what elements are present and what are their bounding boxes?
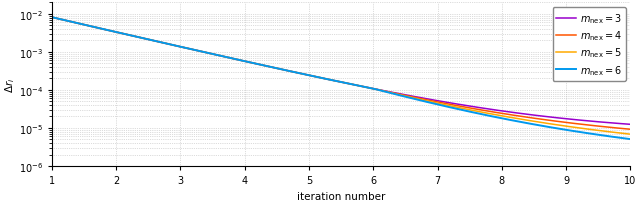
$m_{\mathrm{nex}} = 6$ [509,120,517,122]
$m_{\mathrm{nex}} = 6$ [303,74,310,77]
$m_{\mathrm{nex}} = 6$ [282,70,290,72]
$m_{\mathrm{nex}} = 6$ [445,106,453,109]
$m_{\mathrm{nex}} = 6$ [627,138,634,141]
$m_{\mathrm{nex}} = 4$ [107,30,115,33]
$m_{\mathrm{nex}} = 3$ [509,112,517,114]
$m_{\mathrm{nex}} = 3$ [282,70,290,72]
Line: $m_{\mathrm{nex}} = 4$: $m_{\mathrm{nex}} = 4$ [52,18,630,130]
$m_{\mathrm{nex}} = 5$ [445,105,453,107]
X-axis label: iteration number: iteration number [297,191,385,201]
$m_{\mathrm{nex}} = 5$ [282,70,290,72]
Legend: $m_{\mathrm{nex}} = 3$, $m_{\mathrm{nex}} = 4$, $m_{\mathrm{nex}} = 5$, $m_{\mat: $m_{\mathrm{nex}} = 3$, $m_{\mathrm{nex}… [552,8,625,81]
$m_{\mathrm{nex}} = 4$ [282,70,290,72]
$m_{\mathrm{nex}} = 3$ [445,102,453,104]
$m_{\mathrm{nex}} = 3$ [499,110,507,113]
$m_{\mathrm{nex}} = 5$ [303,74,310,77]
$m_{\mathrm{nex}} = 4$ [445,103,453,106]
$m_{\mathrm{nex}} = 4$ [303,74,310,77]
$m_{\mathrm{nex}} = 3$ [107,30,115,33]
$m_{\mathrm{nex}} = 3$ [627,123,634,126]
$m_{\mathrm{nex}} = 5$ [107,30,115,33]
$m_{\mathrm{nex}} = 4$ [499,113,507,115]
$m_{\mathrm{nex}} = 4$ [48,17,56,19]
Y-axis label: $\Delta r_i$: $\Delta r_i$ [3,77,17,92]
$m_{\mathrm{nex}} = 3$ [303,74,310,77]
$m_{\mathrm{nex}} = 5$ [48,17,56,19]
$m_{\mathrm{nex}} = 3$ [48,17,56,19]
$m_{\mathrm{nex}} = 6$ [48,17,56,19]
$m_{\mathrm{nex}} = 4$ [509,114,517,117]
Line: $m_{\mathrm{nex}} = 6$: $m_{\mathrm{nex}} = 6$ [52,18,630,140]
Line: $m_{\mathrm{nex}} = 3$: $m_{\mathrm{nex}} = 3$ [52,18,630,125]
$m_{\mathrm{nex}} = 5$ [499,115,507,118]
Line: $m_{\mathrm{nex}} = 5$: $m_{\mathrm{nex}} = 5$ [52,18,630,135]
$m_{\mathrm{nex}} = 4$ [627,128,634,131]
$m_{\mathrm{nex}} = 6$ [107,30,115,33]
$m_{\mathrm{nex}} = 6$ [499,118,507,120]
$m_{\mathrm{nex}} = 5$ [509,117,517,120]
$m_{\mathrm{nex}} = 5$ [627,133,634,136]
